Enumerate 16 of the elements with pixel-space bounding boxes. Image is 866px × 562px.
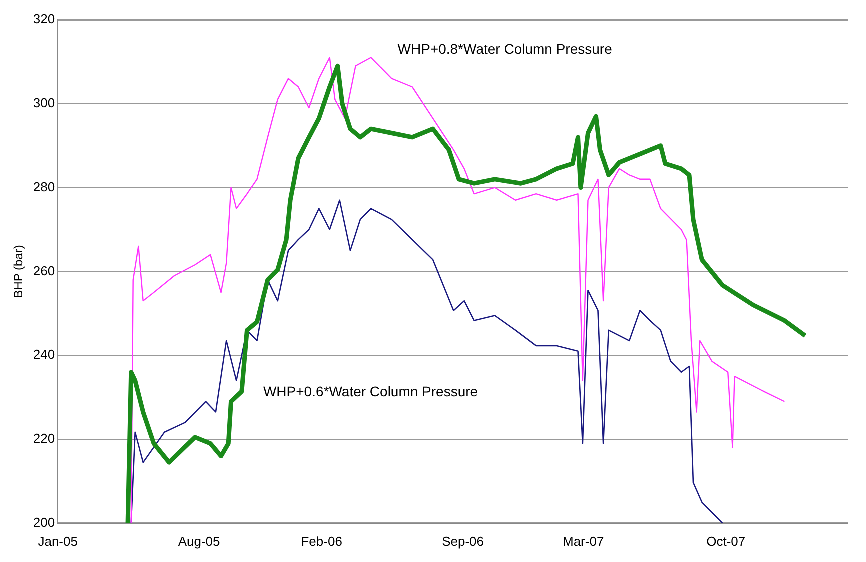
x-tick-label: Mar-07 [562, 534, 604, 549]
y-tick-label: 300 [33, 95, 56, 110]
x-tick-label: Jan-05 [38, 534, 78, 549]
y-tick-label: 200 [33, 514, 56, 530]
annotation: WHP+0.8*Water Column Pressure [398, 41, 613, 58]
x-tick-label: Oct-07 [706, 534, 746, 549]
x-tick-label: Aug-05 [178, 534, 220, 549]
y-axis-title: BHP (bar) [12, 245, 26, 298]
y-tick-label: 220 [33, 431, 56, 446]
x-tick-label: Sep-06 [442, 534, 484, 549]
y-tick-label: 260 [33, 263, 56, 278]
y-tick-label: 280 [33, 179, 56, 194]
annotation: WHP+0.6*Water Column Pressure [263, 383, 478, 400]
y-tick-label: 320 [33, 12, 56, 27]
y-tick-label: 240 [33, 347, 56, 362]
x-tick-label: Feb-06 [301, 534, 342, 549]
